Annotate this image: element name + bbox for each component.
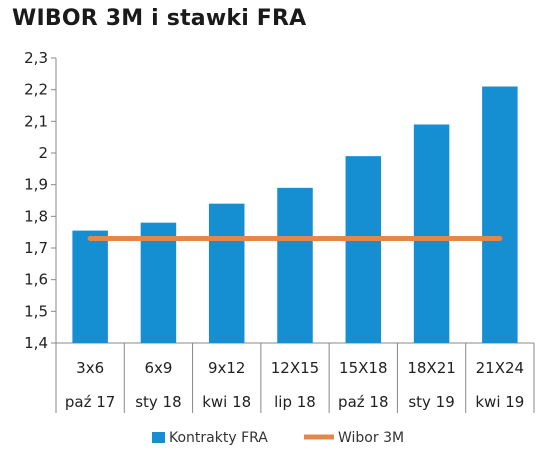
bar-kontrakty-fra	[140, 222, 177, 343]
y-tick-label: 2,2	[24, 81, 48, 99]
x-tick-label-contract: 3x6	[76, 359, 104, 377]
y-tick-label: 1,9	[24, 176, 48, 194]
x-tick-label-date: lip 18	[274, 393, 316, 411]
x-tick-label-date: paź 17	[65, 393, 115, 411]
x-tick-label-date: kwi 18	[202, 393, 251, 411]
bar-kontrakty-fra	[482, 86, 518, 343]
bar-kontrakty-fra	[208, 203, 245, 343]
y-tick-label: 1,7	[24, 239, 48, 257]
y-tick-label: 1,6	[24, 271, 48, 289]
x-tick-label-contract: 15X18	[339, 359, 387, 377]
y-tick-label: 2,1	[24, 112, 48, 130]
bar-kontrakty-fra	[345, 156, 382, 343]
x-tick-label-contract: 6x9	[144, 359, 172, 377]
chart-title: WIBOR 3M i stawki FRA	[12, 6, 307, 31]
legend-label-wibor-3m: Wibor 3M	[338, 430, 404, 446]
x-tick-label-date: sty 18	[135, 393, 181, 411]
x-tick-label-contract: 12X15	[271, 359, 319, 377]
y-tick-label: 1,4	[24, 334, 48, 352]
x-tick-label-date: sty 19	[408, 393, 454, 411]
x-tick-label-contract: 18X21	[407, 359, 455, 377]
x-tick-label-contract: 21X24	[476, 359, 524, 377]
legend-label-kontrakty-fra: Kontrakty FRA	[169, 430, 268, 446]
y-tick-label: 2,3	[24, 49, 48, 67]
bar-kontrakty-fra	[277, 187, 313, 343]
y-tick-label: 1,8	[24, 207, 48, 225]
y-tick-label: 2	[38, 144, 48, 162]
bar-kontrakty-fra	[413, 124, 450, 343]
x-tick-label-date: paź 18	[338, 393, 388, 411]
x-tick-label-contract: 9x12	[208, 359, 246, 377]
y-tick-label: 1,5	[24, 302, 48, 320]
legend-swatch-kontrakty-fra	[152, 432, 165, 443]
bar-kontrakty-fra	[72, 230, 108, 343]
x-tick-label-date: kwi 19	[475, 393, 524, 411]
